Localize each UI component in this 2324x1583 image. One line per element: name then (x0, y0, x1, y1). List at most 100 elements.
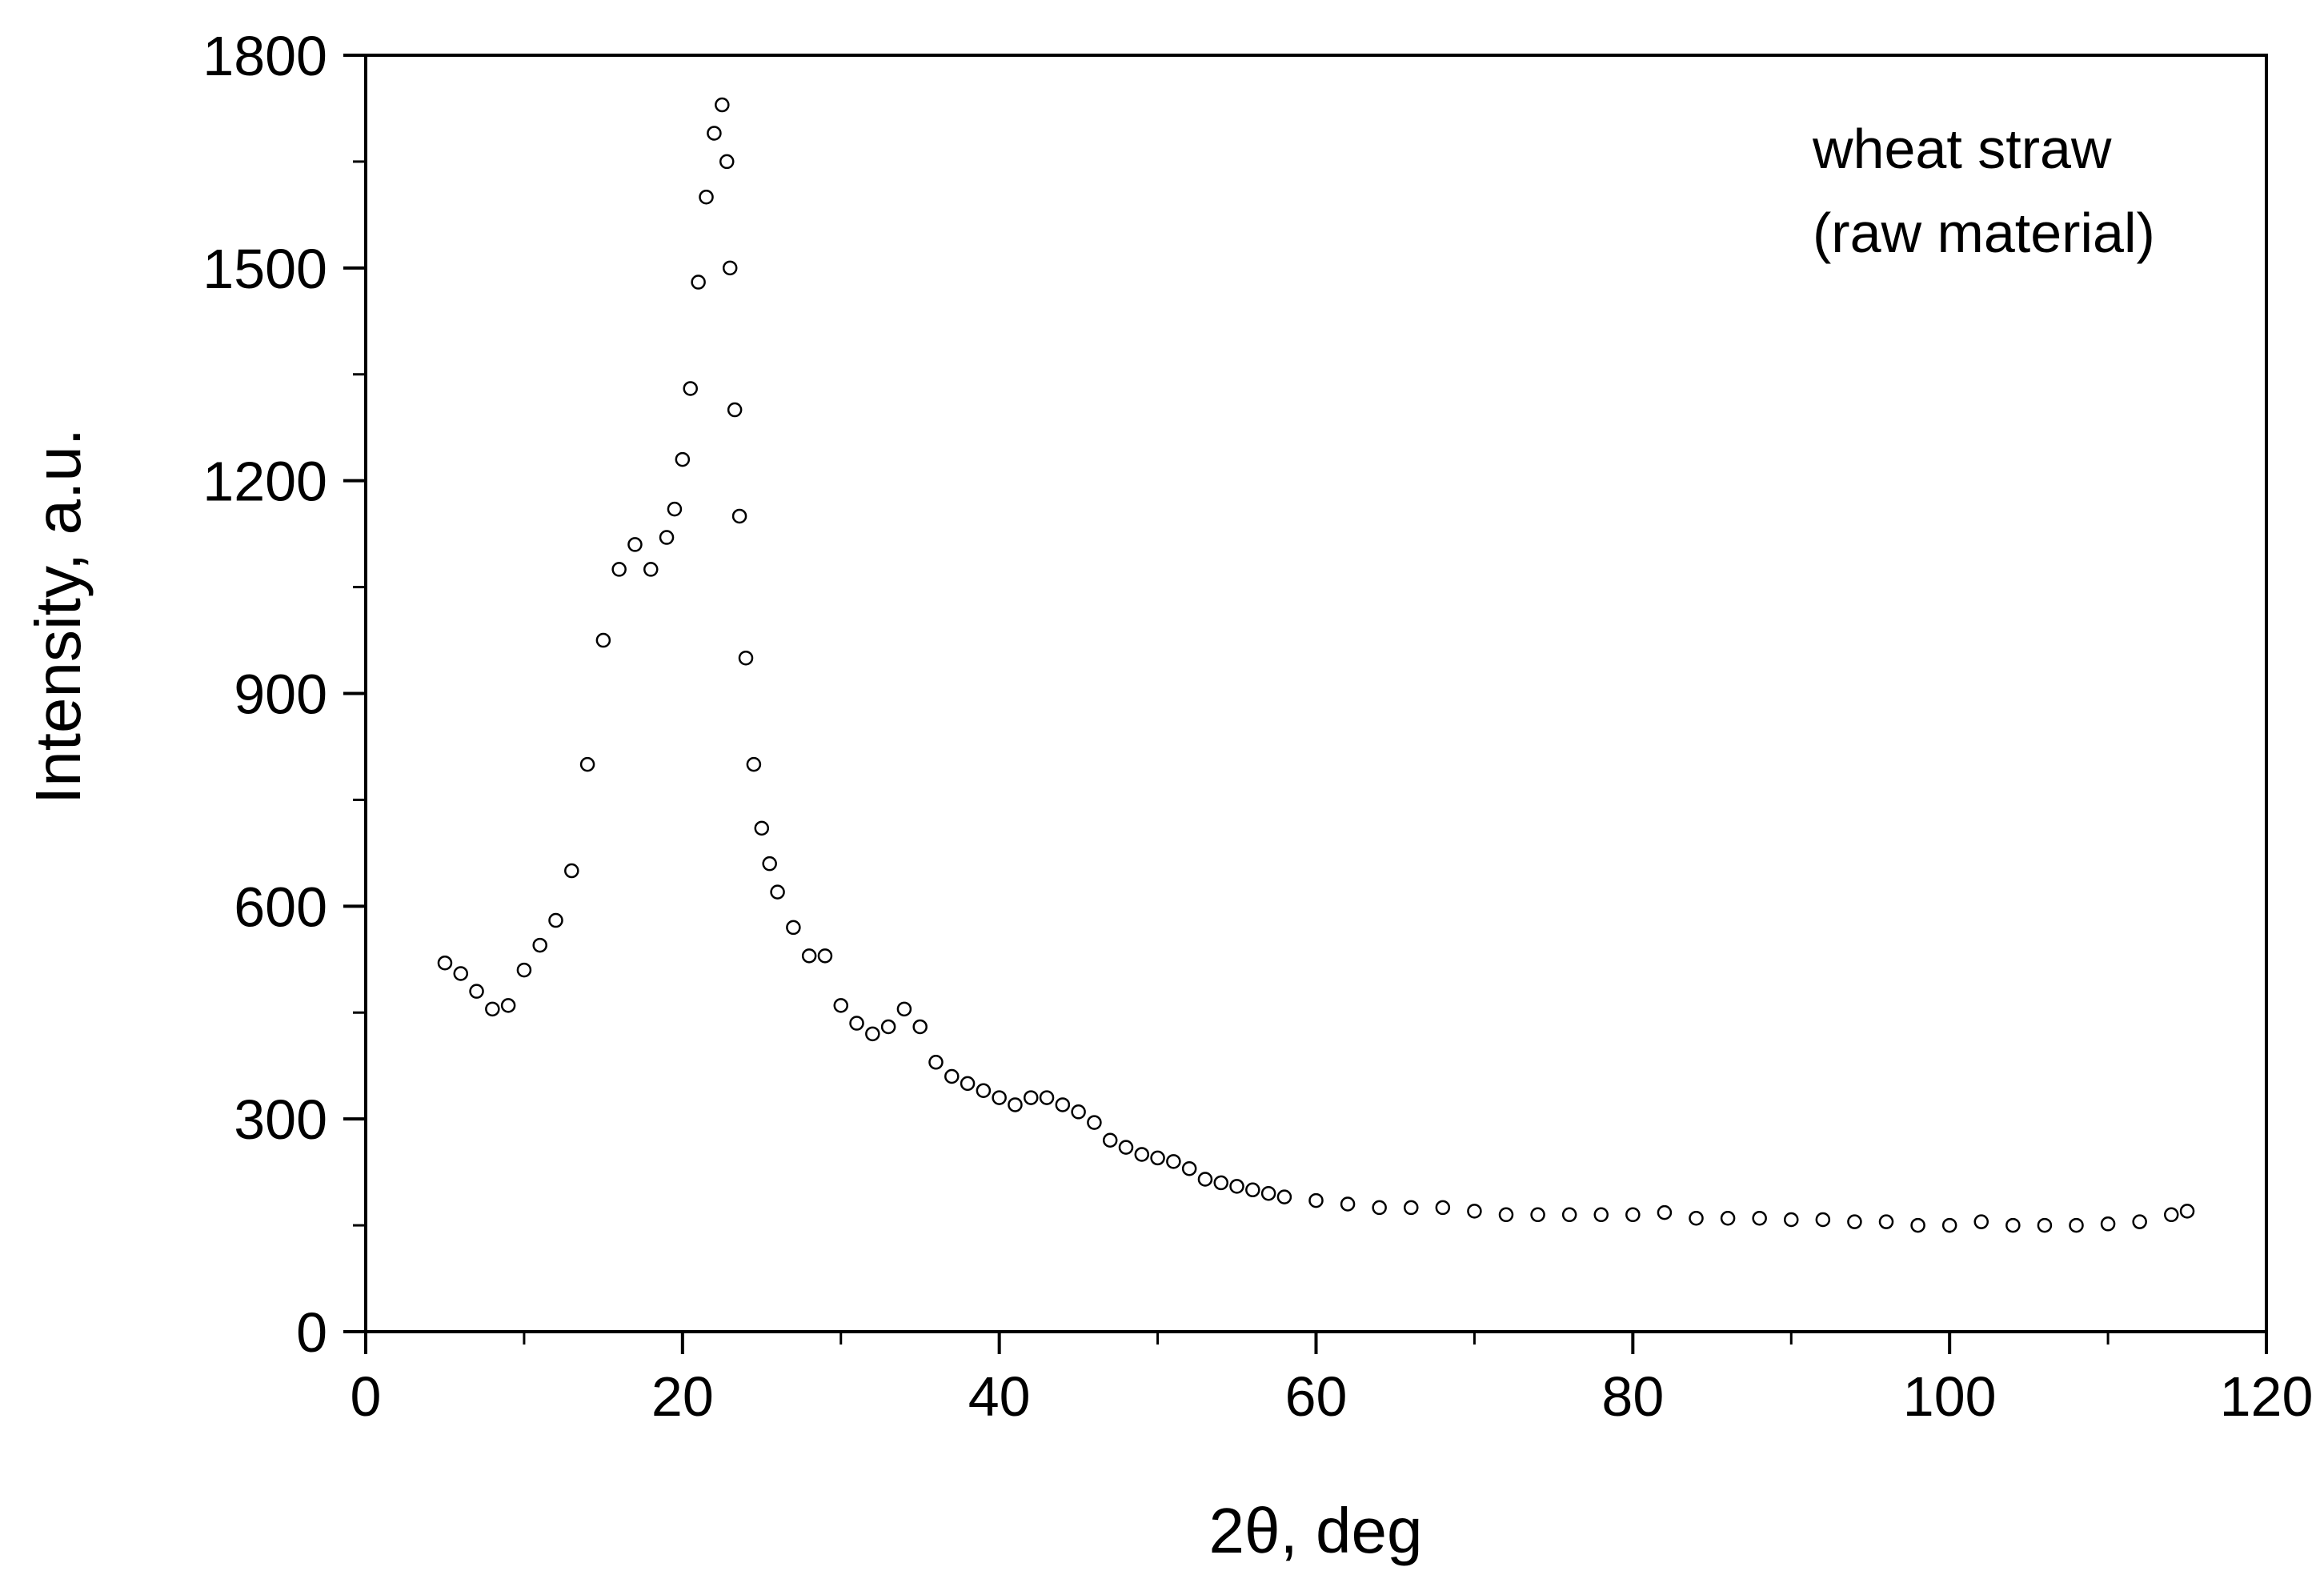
data-point (1308, 1192, 1324, 1208)
data-point (1593, 1207, 1609, 1223)
data-point (1134, 1147, 1150, 1162)
data-point (659, 530, 675, 545)
data-point (912, 1019, 928, 1035)
data-point (719, 154, 735, 170)
data-point (485, 1001, 500, 1017)
data-point (880, 1019, 896, 1035)
data-point (1941, 1217, 1957, 1233)
y-tick-label: 600 (234, 876, 327, 938)
data-point (453, 966, 468, 981)
data-point (960, 1076, 976, 1092)
y-axis: 0 300 600 900 1200 1500 1800 (202, 25, 366, 1364)
data-point (611, 562, 627, 577)
data-point (770, 884, 785, 900)
data-point (1784, 1212, 1799, 1228)
x-tick-label: 40 (968, 1365, 1031, 1428)
data-point (849, 1016, 864, 1031)
data-point (691, 275, 706, 290)
data-point (801, 948, 817, 964)
data-point (1467, 1204, 1482, 1219)
data-point (1910, 1217, 1925, 1233)
x-tick-label: 100 (1903, 1365, 1997, 1428)
annotation-line-1: wheat straw (1812, 118, 2112, 180)
data-point (1071, 1104, 1086, 1120)
data-point (1276, 1189, 1292, 1204)
data-point (1847, 1214, 1862, 1229)
data-point (1197, 1172, 1213, 1187)
data-point (1720, 1210, 1736, 1226)
data-point (1689, 1210, 1704, 1226)
data-point (727, 402, 743, 418)
data-point (2069, 1217, 2084, 1233)
data-point (1340, 1196, 1356, 1212)
data-point (1245, 1182, 1260, 1198)
data-point (1752, 1210, 1767, 1226)
x-tick-label: 80 (1601, 1365, 1664, 1428)
data-point (1404, 1200, 1419, 1216)
data-series (437, 97, 2195, 1233)
data-point (1229, 1179, 1244, 1194)
y-tick-label: 900 (234, 663, 327, 726)
data-point (595, 632, 611, 648)
data-point (532, 937, 547, 953)
data-point (1973, 1214, 1989, 1229)
data-point (667, 501, 683, 517)
data-point (722, 260, 738, 276)
data-point (707, 126, 722, 141)
data-point (738, 650, 754, 666)
data-point (1815, 1212, 1831, 1228)
data-point (1166, 1154, 1181, 1169)
data-point (643, 562, 659, 577)
data-point (675, 451, 691, 467)
data-point (928, 1055, 944, 1070)
x-tick-label: 20 (651, 1365, 714, 1428)
data-point (683, 381, 698, 396)
data-point (1561, 1207, 1577, 1223)
data-point (2100, 1216, 2116, 1232)
x-axis-title: 2θ, deg (1209, 1495, 1423, 1566)
y-tick-label: 1800 (202, 25, 327, 87)
data-point (1008, 1097, 1023, 1112)
data-point (1181, 1160, 1197, 1176)
y-tick-label: 1500 (202, 238, 327, 300)
data-point (1055, 1097, 1071, 1112)
data-point (896, 1001, 912, 1017)
data-point (2179, 1204, 2195, 1219)
data-point (786, 920, 801, 936)
data-point (746, 756, 762, 772)
data-point (762, 856, 777, 872)
data-point (1498, 1207, 1514, 1223)
data-point (1039, 1090, 1055, 1105)
data-point (1118, 1140, 1134, 1155)
data-point (1024, 1090, 1039, 1105)
data-point (627, 537, 643, 552)
data-point (500, 998, 516, 1013)
data-point (564, 863, 579, 879)
data-point (976, 1083, 992, 1098)
x-tick-label: 0 (351, 1365, 382, 1428)
data-point (1625, 1207, 1641, 1223)
y-tick-label: 1200 (202, 451, 327, 513)
data-point (865, 1026, 880, 1042)
y-tick-label: 0 (296, 1301, 327, 1364)
data-point (944, 1068, 960, 1084)
data-point (731, 508, 747, 524)
data-point (1102, 1132, 1118, 1148)
x-axis: 0 20 40 60 80 100 120 (351, 1332, 2314, 1428)
y-tick-label: 300 (234, 1088, 327, 1151)
data-point (817, 948, 833, 964)
data-point (1657, 1204, 1673, 1220)
data-point (833, 998, 848, 1013)
data-point (1150, 1150, 1165, 1166)
data-point (992, 1090, 1007, 1105)
data-point (1530, 1207, 1545, 1223)
data-point (1087, 1115, 1102, 1130)
data-point (516, 962, 532, 978)
x-tick-label: 120 (2220, 1365, 2314, 1428)
x-tick-label: 60 (1285, 1365, 1348, 1428)
data-point (1260, 1185, 1276, 1201)
data-point (1435, 1200, 1451, 1216)
data-point (579, 756, 595, 772)
annotation-line-2: (raw material) (1813, 202, 2155, 264)
